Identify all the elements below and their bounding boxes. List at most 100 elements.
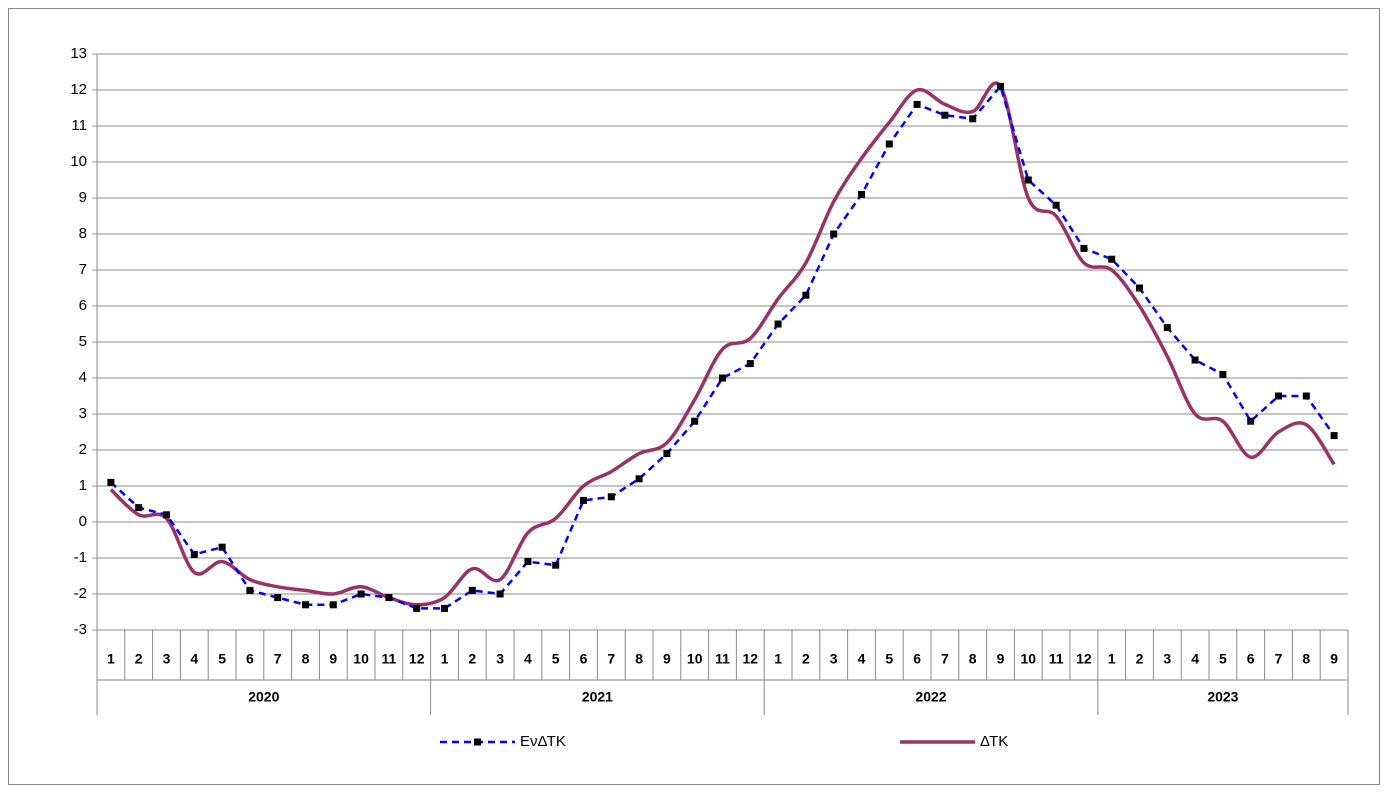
legend-label: ΔΤΚ <box>980 733 1008 750</box>
x-tick-label: 10 <box>687 651 703 667</box>
x-tick-label: 6 <box>913 651 921 667</box>
series-line <box>109 81 1336 607</box>
x-tick-label: 10 <box>1021 651 1037 667</box>
marker <box>385 594 393 602</box>
marker <box>913 100 921 108</box>
x-tick-label: 8 <box>635 651 643 667</box>
group-label: 2021 <box>582 689 613 705</box>
marker <box>885 140 893 148</box>
y-tick-label: -1 <box>74 549 87 566</box>
group-label: 2022 <box>915 689 946 705</box>
marker <box>1191 356 1199 364</box>
marker <box>274 594 282 602</box>
x-tick-label: 2 <box>1136 651 1144 667</box>
marker <box>496 590 504 598</box>
marker <box>135 504 143 512</box>
x-tick-label: 1 <box>1108 651 1116 667</box>
x-tick-label: 2 <box>468 651 476 667</box>
marker <box>1275 392 1282 400</box>
marker <box>635 475 643 483</box>
x-tick-label: 4 <box>1191 651 1199 667</box>
marker <box>1136 284 1143 292</box>
x-tick-label: 7 <box>274 651 282 667</box>
marker <box>691 417 699 425</box>
x-tick-label: 12 <box>743 651 759 667</box>
marker <box>107 478 115 486</box>
y-tick-label: -3 <box>74 621 87 638</box>
x-tick-label: 5 <box>552 651 560 667</box>
y-tick-label: 13 <box>70 45 87 62</box>
marker <box>163 511 170 519</box>
x-tick-label: 8 <box>1302 651 1310 667</box>
x-tick-label: 4 <box>858 651 866 667</box>
marker <box>1247 417 1255 425</box>
x-tick-label: 3 <box>496 651 504 667</box>
marker <box>858 190 865 198</box>
marker <box>580 496 587 504</box>
x-tick-label: 11 <box>381 651 396 667</box>
x-tick-label: 9 <box>663 651 671 667</box>
marker <box>441 604 448 612</box>
marker <box>774 320 782 328</box>
y-tick-label: 8 <box>79 225 87 242</box>
marker <box>607 493 615 501</box>
y-tick-label: 9 <box>79 189 87 206</box>
x-tick-label: 11 <box>715 651 730 667</box>
marker <box>302 601 309 609</box>
marker <box>329 601 337 609</box>
x-tick-label: 4 <box>190 651 198 667</box>
x-tick-label: 1 <box>441 651 449 667</box>
marker <box>802 291 810 299</box>
x-tick-label: 11 <box>1049 651 1064 667</box>
x-tick-label: 6 <box>1247 651 1255 667</box>
marker <box>552 561 560 569</box>
group-label: 2023 <box>1207 689 1238 705</box>
marker <box>413 604 421 612</box>
x-tick-label: 7 <box>941 651 949 667</box>
marker <box>1330 432 1338 440</box>
y-tick-label: 6 <box>79 297 87 314</box>
marker <box>941 111 949 119</box>
y-tick-label: 5 <box>79 333 87 350</box>
x-tick-label: 5 <box>1219 651 1227 667</box>
marker <box>246 586 254 594</box>
x-tick-label: 9 <box>1330 651 1338 667</box>
x-tick-label: 9 <box>997 651 1005 667</box>
x-tick-label: 10 <box>353 651 369 667</box>
y-tick-label: 12 <box>70 81 87 98</box>
marker <box>1108 255 1116 263</box>
marker <box>997 82 1004 90</box>
marker <box>357 590 365 598</box>
x-tick-label: 12 <box>1076 651 1092 667</box>
y-tick-label: 2 <box>79 441 87 458</box>
marker <box>1163 324 1171 332</box>
x-tick-label: 7 <box>1275 651 1283 667</box>
x-tick-label: 8 <box>969 651 977 667</box>
marker <box>524 558 532 566</box>
chart-border <box>8 8 1380 785</box>
x-tick-label: 2 <box>135 651 143 667</box>
x-tick-label: 7 <box>607 651 615 667</box>
y-tick-label: -2 <box>74 585 87 602</box>
marker <box>969 115 977 123</box>
marker <box>1302 392 1310 400</box>
y-tick-label: 1 <box>79 477 87 494</box>
marker <box>663 450 671 458</box>
legend-marker <box>474 738 481 746</box>
x-tick-label: 1 <box>774 651 782 667</box>
x-tick-label: 9 <box>329 651 337 667</box>
x-tick-label: 3 <box>830 651 838 667</box>
marker <box>218 543 226 551</box>
x-tick-label: 3 <box>1163 651 1171 667</box>
y-tick-label: 4 <box>79 369 87 386</box>
y-tick-label: 3 <box>79 405 87 422</box>
group-label: 2020 <box>248 689 279 705</box>
marker <box>190 550 198 558</box>
marker <box>830 230 838 238</box>
marker <box>468 586 476 594</box>
y-tick-label: 10 <box>70 153 87 170</box>
legend-label: ΕνΔΤΚ <box>520 733 566 750</box>
marker <box>1024 176 1032 184</box>
marker <box>1052 201 1060 209</box>
